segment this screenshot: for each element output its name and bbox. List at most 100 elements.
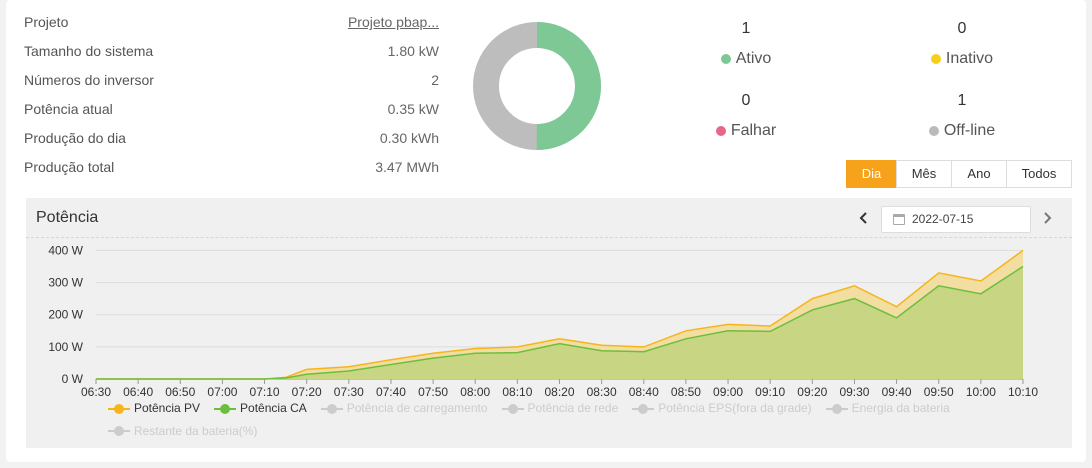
info-row-system-size: Tamanho do sistema 1.80 kW (24, 37, 439, 66)
info-value: 0.30 kWh (379, 130, 439, 146)
y-tick-label: 400 W (48, 243, 83, 257)
period-tabs: Dia Mês Ano Todos (846, 160, 1072, 188)
legend-item[interactable]: Energia da bateria (825, 398, 950, 419)
legend-marker-icon (108, 403, 130, 414)
y-tick-label: 100 W (48, 340, 83, 354)
donut-active-segment (473, 22, 601, 150)
x-tick-label: 07:00 (207, 385, 237, 398)
info-label: Números do inversor (24, 72, 154, 88)
x-tick-label: 08:10 (502, 385, 532, 398)
status-dot-icon (928, 126, 939, 136)
legend-item[interactable]: Restante da bateria(%) (108, 421, 257, 442)
power-chart-panel: Potência 2022-07-15 0 W 100 W 200 W 300 W 40… (26, 198, 1072, 448)
legend-label: Potência CA (240, 401, 307, 415)
legend-item[interactable]: Potência de carregamento (320, 398, 488, 419)
legend-item[interactable]: Potência CA (214, 398, 307, 419)
prev-date-button[interactable] (853, 207, 875, 231)
panel-title: Potência (36, 209, 99, 226)
next-date-button[interactable] (1036, 207, 1058, 231)
info-value: 1.80 kW (387, 43, 439, 59)
x-tick-label: 08:40 (629, 385, 659, 398)
info-row-total-production: Produção total 3.47 MWh (24, 153, 439, 182)
status-dot-icon (930, 54, 941, 64)
x-tick-label: 06:30 (81, 385, 111, 398)
chevron-right-icon (1044, 212, 1052, 224)
status-falhar: 0 Falhar (646, 86, 846, 146)
x-tick-label: 09:50 (924, 385, 954, 398)
legend-label: Potência PV (134, 401, 201, 415)
legend-marker-icon (501, 403, 524, 414)
x-tick-label: 07:40 (376, 385, 406, 398)
x-tick-label: 09:30 (839, 385, 869, 398)
y-tick-label: 200 W (48, 308, 83, 322)
chart-legend: Potência PV Potência CA Potência de carreg… (108, 398, 1058, 443)
plant-overview-card: Projeto Projeto pbap... Tamanho do siste… (6, 0, 1086, 462)
status-label: Inativo (945, 50, 994, 67)
x-tick-label: 09:40 (882, 385, 912, 398)
legend-item[interactable]: Potência de rede (501, 398, 619, 419)
legend-marker-icon (320, 403, 343, 414)
status-count: 0 (741, 92, 751, 109)
tab-dia[interactable]: Dia (846, 160, 897, 188)
x-tick-label: 08:20 (544, 385, 574, 398)
status-count: 1 (957, 92, 967, 109)
divider (26, 237, 1072, 238)
legend-marker-icon (108, 426, 130, 436)
tab-mes[interactable]: Mês (896, 160, 952, 188)
legend-marker-icon (632, 403, 655, 414)
info-row-daily-production: Produção do dia 0.30 kWh (24, 124, 439, 153)
series-area-1 (96, 266, 1023, 379)
project-link[interactable]: Projeto pbap... (347, 14, 439, 30)
status-ativo: 1 Ativo (646, 14, 846, 74)
x-tick-label: 07:30 (334, 385, 364, 398)
status-offline: 1 Off-line (862, 86, 1062, 146)
info-row-inverter-count: Números do inversor 2 (24, 66, 439, 95)
x-tick-label: 10:10 (1008, 385, 1038, 398)
tab-ano[interactable]: Ano (951, 160, 1007, 188)
x-tick-label: 07:10 (250, 385, 280, 398)
legend-marker-icon (825, 403, 848, 414)
date-picker-input[interactable]: 2022-07-15 (881, 206, 1031, 233)
status-dot-icon (720, 54, 731, 64)
x-tick-label: 07:20 (292, 385, 322, 398)
legend-item[interactable]: Potência EPS(fora da grade) (632, 398, 812, 419)
status-count: 1 (741, 20, 751, 37)
info-value: 0.35 kW (387, 101, 439, 117)
status-label: Off-line (943, 122, 996, 139)
status-label: Ativo (735, 50, 772, 67)
legend-label: Energia da bateria (851, 401, 950, 415)
info-label: Projeto (24, 14, 69, 30)
date-value: 2022-07-15 (912, 212, 974, 226)
status-dot-icon (715, 126, 726, 136)
series-line-1 (96, 265, 1024, 380)
x-tick-label: 08:50 (671, 385, 701, 398)
tab-todos[interactable]: Todos (1006, 160, 1072, 188)
info-label: Potência atual (24, 101, 113, 117)
x-tick-label: 07:50 (418, 385, 448, 398)
x-tick-label: 09:10 (755, 385, 785, 398)
legend-label: Potência de rede (527, 401, 619, 415)
legend-item[interactable]: Potência PV (108, 398, 200, 419)
legend-marker-icon (214, 403, 237, 414)
legend-label: Potência de carregamento (346, 401, 488, 415)
y-tick-label: 0 W (62, 372, 84, 386)
inverter-status-donut (473, 22, 601, 150)
plant-info-list: Projeto Projeto pbap... Tamanho do siste… (24, 8, 439, 182)
x-tick-label: 08:30 (587, 385, 617, 398)
legend-label: Restante da bateria(%) (134, 423, 258, 438)
power-area-chart: 0 W 100 W 200 W 300 W 400 W 06:30 06:40 06:50 07… (48, 243, 1038, 398)
calendar-icon (893, 214, 905, 225)
status-count: 0 (957, 20, 967, 37)
info-row-current-power: Potência atual 0.35 kW (24, 95, 439, 124)
x-tick-label: 10:00 (966, 385, 996, 398)
x-tick-label: 09:20 (797, 385, 827, 398)
info-label: Produção total (24, 159, 115, 175)
info-label: Produção do dia (24, 130, 126, 146)
x-tick-label: 06:40 (123, 385, 153, 398)
info-row-project: Projeto Projeto pbap... (24, 8, 439, 37)
info-value: 2 (431, 72, 439, 88)
x-tick-label: 09:00 (713, 385, 743, 398)
x-tick-label: 06:50 (165, 385, 195, 398)
chevron-left-icon (859, 212, 867, 224)
info-label: Tamanho do sistema (24, 43, 154, 59)
